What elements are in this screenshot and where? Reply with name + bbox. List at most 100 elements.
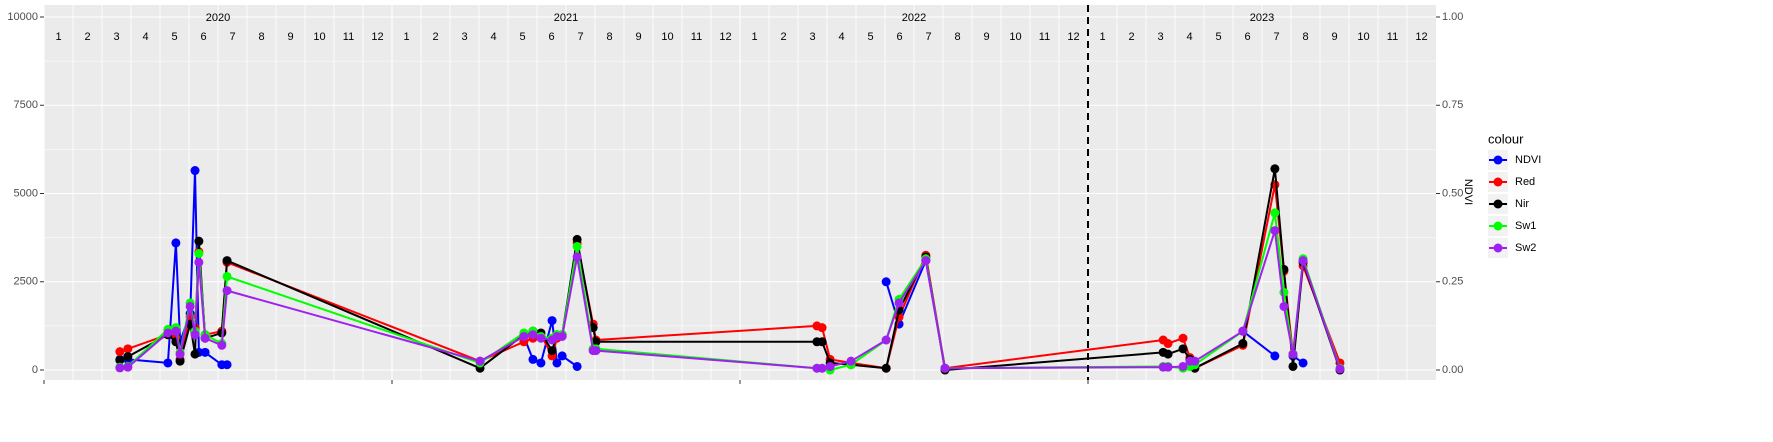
legend-label: Sw2 <box>1515 242 1536 254</box>
legend-label: Nir <box>1515 198 1529 210</box>
month-label: 4 <box>490 31 496 43</box>
legend-dot <box>1493 243 1503 253</box>
data-point <box>123 352 133 362</box>
data-point <box>475 356 485 366</box>
series-line <box>1242 330 1276 357</box>
month-label: 2 <box>1128 31 1134 43</box>
month-label: 1 <box>403 31 409 43</box>
data-point <box>190 330 200 340</box>
data-point <box>194 257 204 267</box>
marks <box>115 164 1345 375</box>
month-label: 12 <box>719 31 731 43</box>
data-point <box>171 326 181 336</box>
data-point <box>1279 301 1289 311</box>
data-point <box>536 358 546 368</box>
data-point <box>1270 226 1280 236</box>
legend-label: NDVI <box>1515 154 1541 166</box>
data-point <box>217 340 227 350</box>
y-tick-label: 0 <box>32 364 38 376</box>
y-tick-label: 5000 <box>14 187 38 199</box>
month-label: 3 <box>461 31 467 43</box>
month-label: 5 <box>519 31 525 43</box>
data-point <box>194 236 204 246</box>
data-point <box>222 286 232 296</box>
data-point <box>519 331 529 341</box>
y2-tick-label: 0.00 <box>1442 364 1463 376</box>
month-label: 2 <box>780 31 786 43</box>
month-label: 7 <box>925 31 931 43</box>
legend-dot <box>1493 199 1503 209</box>
month-label: 9 <box>635 31 641 43</box>
data-point <box>175 349 185 359</box>
month-label: 8 <box>954 31 960 43</box>
month-label: 10 <box>313 31 325 43</box>
y2-axis-title: NDVI <box>1462 179 1474 205</box>
month-label: 8 <box>606 31 612 43</box>
month-label: 7 <box>1273 31 1279 43</box>
month-label: 12 <box>371 31 383 43</box>
data-point <box>557 351 567 361</box>
month-label: 1 <box>1099 31 1105 43</box>
data-point <box>817 363 827 373</box>
data-point <box>171 238 181 248</box>
data-point <box>1163 362 1173 372</box>
y2-tick-label: 0.75 <box>1442 99 1463 111</box>
data-point <box>572 252 582 262</box>
month-label: 11 <box>343 31 354 43</box>
data-point <box>190 166 200 176</box>
legend-dot <box>1493 221 1503 231</box>
month-label: 12 <box>1067 31 1079 43</box>
data-point <box>222 271 232 281</box>
data-point <box>552 358 562 368</box>
legend-title: colour <box>1488 131 1524 146</box>
data-point <box>115 355 125 365</box>
data-point <box>1279 287 1289 297</box>
data-point <box>921 256 931 266</box>
data-point <box>1270 208 1280 218</box>
month-label: 5 <box>1215 31 1221 43</box>
month-label: 4 <box>1186 31 1192 43</box>
data-point <box>881 363 891 373</box>
month-label: 2 <box>84 31 90 43</box>
legend-label: Sw1 <box>1515 220 1536 232</box>
data-point <box>591 337 601 347</box>
data-point <box>175 356 185 366</box>
data-point <box>1178 361 1188 371</box>
data-point <box>194 249 204 259</box>
year-label: 2021 <box>554 12 578 24</box>
month-label: 4 <box>838 31 844 43</box>
data-point <box>528 330 538 340</box>
y-tick-label: 2500 <box>14 276 38 288</box>
month-label: 10 <box>661 31 673 43</box>
month-label: 8 <box>1302 31 1308 43</box>
data-point <box>1298 358 1308 368</box>
data-point <box>1190 356 1200 366</box>
data-point <box>1163 349 1173 359</box>
month-label: 3 <box>1157 31 1163 43</box>
data-point <box>1238 339 1248 349</box>
data-point <box>572 234 582 244</box>
data-point <box>222 256 232 266</box>
y2-tick-label: 1.00 <box>1442 11 1463 23</box>
month-label: 1 <box>55 31 61 43</box>
data-point <box>557 331 567 341</box>
month-label: 12 <box>1415 31 1427 43</box>
year-label: 2020 <box>206 12 230 24</box>
data-point <box>190 349 200 359</box>
data-point <box>200 347 210 357</box>
data-point <box>123 344 133 354</box>
y-tick-label: 7500 <box>14 99 38 111</box>
month-label: 6 <box>896 31 902 43</box>
month-label: 6 <box>548 31 554 43</box>
month-label: 8 <box>258 31 264 43</box>
month-label: 3 <box>113 31 119 43</box>
month-label: 9 <box>983 31 989 43</box>
data-point <box>881 335 891 345</box>
data-point <box>591 346 601 356</box>
data-point <box>1288 361 1298 371</box>
y2-tick-label: 0.50 <box>1442 187 1463 199</box>
month-label: 7 <box>577 31 583 43</box>
data-point <box>1335 364 1345 374</box>
